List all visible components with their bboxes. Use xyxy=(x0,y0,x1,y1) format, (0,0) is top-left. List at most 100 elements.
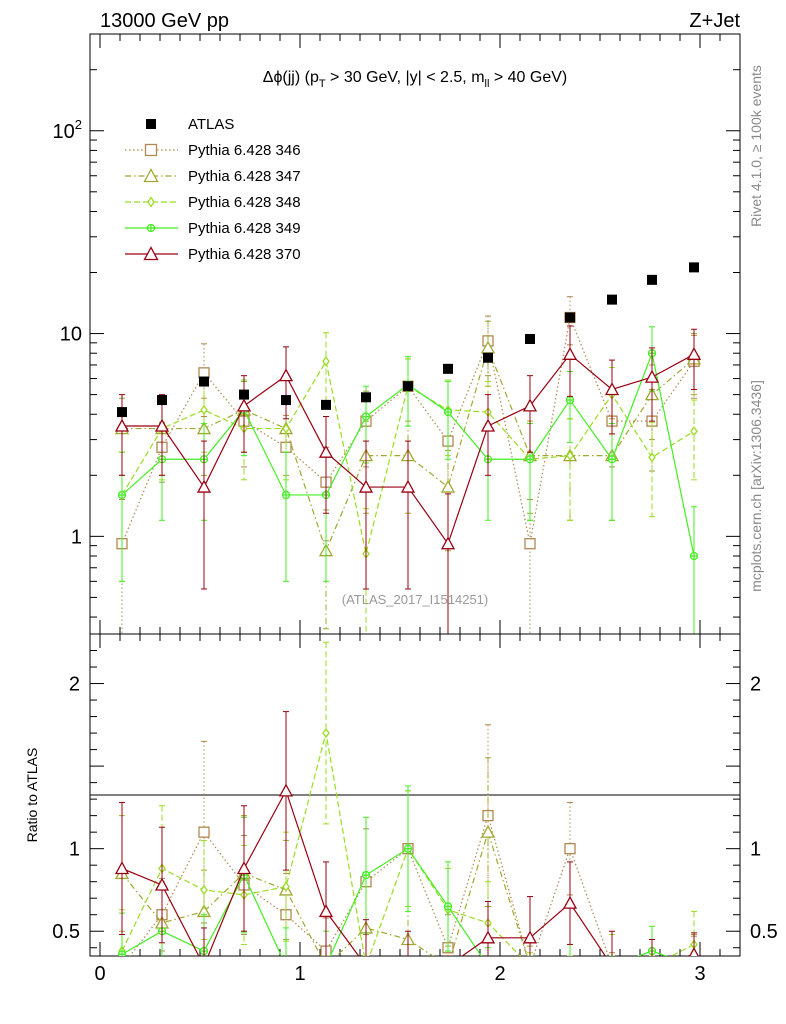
legend-item: Pythia 6.428 346 xyxy=(125,142,301,159)
series-marker xyxy=(146,223,156,233)
main-series-pythia-6-428-370 xyxy=(114,325,702,634)
series-marker xyxy=(318,904,334,918)
ratio-y-tick-label-right: 1 xyxy=(750,839,761,861)
atlas-data-point xyxy=(157,395,167,406)
title-part-mid: > 30 GeV, |y| < 2.5, m xyxy=(326,69,485,86)
series-marker xyxy=(282,881,290,892)
series-marker xyxy=(282,423,290,434)
atlas-data-point xyxy=(281,395,291,406)
header-left: 13000 GeV pp xyxy=(100,10,229,32)
legend-item: Pythia 6.428 349 xyxy=(125,220,301,237)
title-part-end: > 40 GeV) xyxy=(489,69,567,86)
title-sub-pt: T xyxy=(319,78,326,90)
series-marker xyxy=(480,824,496,838)
series-marker xyxy=(686,346,702,360)
series-marker xyxy=(562,346,578,360)
atlas-data-point xyxy=(483,352,493,363)
x-tick-label: 0 xyxy=(94,963,105,985)
series-marker xyxy=(443,407,453,417)
series-marker xyxy=(648,452,656,463)
ratio-x-axis xyxy=(99,634,741,956)
watermark: (ATLAS_2017_I1514251) xyxy=(342,592,488,607)
legend-item: Pythia 6.428 370 xyxy=(125,246,301,263)
series-marker xyxy=(562,895,578,909)
legend-atlas-marker xyxy=(146,119,156,129)
series-marker xyxy=(480,418,496,432)
ratio-y-tick-label: 2 xyxy=(69,674,80,696)
ratio-series-line xyxy=(121,789,695,956)
x-tick-label: 3 xyxy=(694,963,705,985)
ratio-y-tick-label-right: 0.5 xyxy=(750,921,778,943)
series-marker xyxy=(114,418,130,432)
series-marker xyxy=(278,783,294,797)
series-marker xyxy=(154,418,170,432)
series-marker xyxy=(566,450,574,461)
atlas-data-point xyxy=(199,376,209,387)
header-right: Z+Jet xyxy=(689,10,740,32)
series-marker xyxy=(236,861,252,875)
series-marker xyxy=(322,727,330,739)
atlas-data-point xyxy=(689,262,699,273)
chart-title: Δϕ(jj) (pT > 30 GeV, |y| < 2.5, mll > 40… xyxy=(263,69,567,90)
legend-label: Pythia 6.428 346 xyxy=(188,142,301,159)
series-marker xyxy=(403,844,413,853)
series-marker xyxy=(443,902,453,911)
x-tick-label: 1 xyxy=(294,963,305,985)
ratio-y-label: Ratio to ATLAS xyxy=(24,748,40,843)
series-marker xyxy=(564,843,576,855)
series-marker xyxy=(154,877,170,891)
atlas-data-point xyxy=(239,389,249,400)
series-marker xyxy=(525,455,535,464)
series-marker xyxy=(278,368,294,382)
series-marker xyxy=(522,398,538,412)
atlas-data-point xyxy=(361,392,371,403)
side-text-rivet: Rivet 4.1.0, ≥ 100k events xyxy=(748,65,764,227)
series-marker xyxy=(607,455,617,464)
atlas-data-point xyxy=(647,274,657,285)
side-text-mcplots: mcplots.cern.ch [arXiv:1306.3436] xyxy=(748,380,764,592)
series-marker xyxy=(117,950,127,956)
series-marker xyxy=(322,356,330,367)
series-marker xyxy=(690,426,698,437)
series-marker xyxy=(200,404,208,416)
series-marker xyxy=(689,551,699,561)
atlas-data-layer xyxy=(117,262,699,418)
series-marker xyxy=(318,444,334,458)
ratio-panel: 0.5 0.5 1 1 2 2 xyxy=(52,633,778,957)
title-part-main: Δϕ(jj) (p xyxy=(263,69,319,86)
series-marker xyxy=(114,861,130,875)
series-marker xyxy=(143,246,159,261)
atlas-data-point xyxy=(607,294,617,305)
atlas-data-point xyxy=(321,399,331,410)
atlas-data-point xyxy=(443,363,453,374)
series-marker xyxy=(604,382,620,396)
series-marker xyxy=(400,479,416,493)
series-marker xyxy=(198,367,210,379)
main-y-tick-exponent: 2 xyxy=(75,117,82,132)
series-marker xyxy=(200,884,208,896)
series-marker xyxy=(361,870,371,880)
series-marker xyxy=(198,826,210,838)
main-x-axis xyxy=(99,34,741,634)
series-marker xyxy=(144,143,158,157)
series-marker xyxy=(440,479,456,493)
legend-label: Pythia 6.428 370 xyxy=(188,246,301,263)
main-y-tick-label: 102 xyxy=(53,117,82,143)
ratio-series-pythia-6-428-370 xyxy=(114,711,699,956)
series-marker xyxy=(522,930,538,944)
title-sub-mll: ll xyxy=(485,78,490,90)
x-tick-labels: 0 1 2 3 xyxy=(94,963,705,985)
atlas-data-point xyxy=(525,334,535,345)
series-marker xyxy=(143,168,159,183)
series-marker xyxy=(361,412,371,421)
series-marker xyxy=(440,536,456,550)
ratio-y-tick-label: 1 xyxy=(69,839,80,861)
legend-label: Pythia 6.428 348 xyxy=(188,194,301,211)
series-marker xyxy=(147,196,155,208)
legend-label: Pythia 6.428 349 xyxy=(188,220,301,237)
legend-item: Pythia 6.428 348 xyxy=(125,194,301,211)
ratio-y-tick-label: 0.5 xyxy=(52,921,80,943)
legend-label: Pythia 6.428 347 xyxy=(188,168,301,185)
main-y-tick-label: 1 xyxy=(71,526,82,548)
